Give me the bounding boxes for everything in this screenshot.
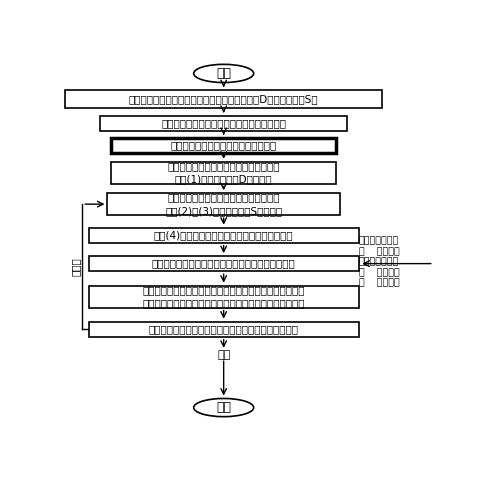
Text: 绘制该区域加油设施规划范围内的供需度指标分布图: 绘制该区域加油设施规划范围内的供需度指标分布图 xyxy=(152,259,296,269)
Text: 收集规划区域内地理信息，并绘制成数字地图: 收集规划区域内地理信息，并绘制成数字地图 xyxy=(161,119,286,128)
Text: 结束: 结束 xyxy=(216,401,231,414)
Text: 严重不足：红色: 严重不足：红色 xyxy=(359,236,399,246)
Ellipse shape xyxy=(194,64,254,83)
Text: 基本平衡：黄色: 基本平衡：黄色 xyxy=(359,258,399,267)
FancyBboxPatch shape xyxy=(100,116,348,131)
Text: 开始: 开始 xyxy=(216,67,231,80)
FancyBboxPatch shape xyxy=(111,138,336,153)
Ellipse shape xyxy=(194,399,254,417)
FancyBboxPatch shape xyxy=(65,90,382,108)
Text: 绘制优化后的供需度指标分布图，对优化效果进行分析: 绘制优化后的供需度指标分布图，对优化效果进行分析 xyxy=(149,324,299,334)
Text: 收集规划区域内成品油需求量计算资料，
按式(1)计算需求量（D）实际值: 收集规划区域内成品油需求量计算资料， 按式(1)计算需求量（D）实际值 xyxy=(167,161,280,184)
FancyBboxPatch shape xyxy=(111,162,336,184)
FancyBboxPatch shape xyxy=(89,322,359,337)
Text: 过    剩：蓝色: 过 剩：蓝色 xyxy=(359,279,399,288)
Text: 按式(4)计算加油设施所提供成品油的供需度指标: 按式(4)计算加油设施所提供成品油的供需度指标 xyxy=(154,230,293,240)
FancyBboxPatch shape xyxy=(89,256,359,271)
FancyBboxPatch shape xyxy=(89,228,359,243)
FancyBboxPatch shape xyxy=(107,193,340,215)
Text: 基于规划区域的数字地图创建分析网格: 基于规划区域的数字地图创建分析网格 xyxy=(170,140,277,151)
Text: 不    足：橙色: 不 足：橙色 xyxy=(359,247,399,256)
Text: 确定分析对象：加油站所提供成品油的需求量（D）和供应量（S）: 确定分析对象：加油站所提供成品油的需求量（D）和供应量（S） xyxy=(129,94,318,104)
Text: 不满意: 不满意 xyxy=(71,257,80,276)
Text: 收集规划区域内成品油供应量计算资料，
按式(2)和(3)计算供应量（S）实际值: 收集规划区域内成品油供应量计算资料， 按式(2)和(3)计算供应量（S）实际值 xyxy=(165,192,282,215)
Text: 平    衡：绿色: 平 衡：绿色 xyxy=(359,268,399,277)
FancyBboxPatch shape xyxy=(89,285,359,308)
Text: 满意: 满意 xyxy=(217,349,230,360)
Text: 根据供需度指标的五种状态对现有加油设施分别采取优先增
设、选择性增设、保持现状、保持现状以及拆除的优化措施: 根据供需度指标的五种状态对现有加油设施分别采取优先增 设、选择性增设、保持现状、… xyxy=(142,285,305,308)
